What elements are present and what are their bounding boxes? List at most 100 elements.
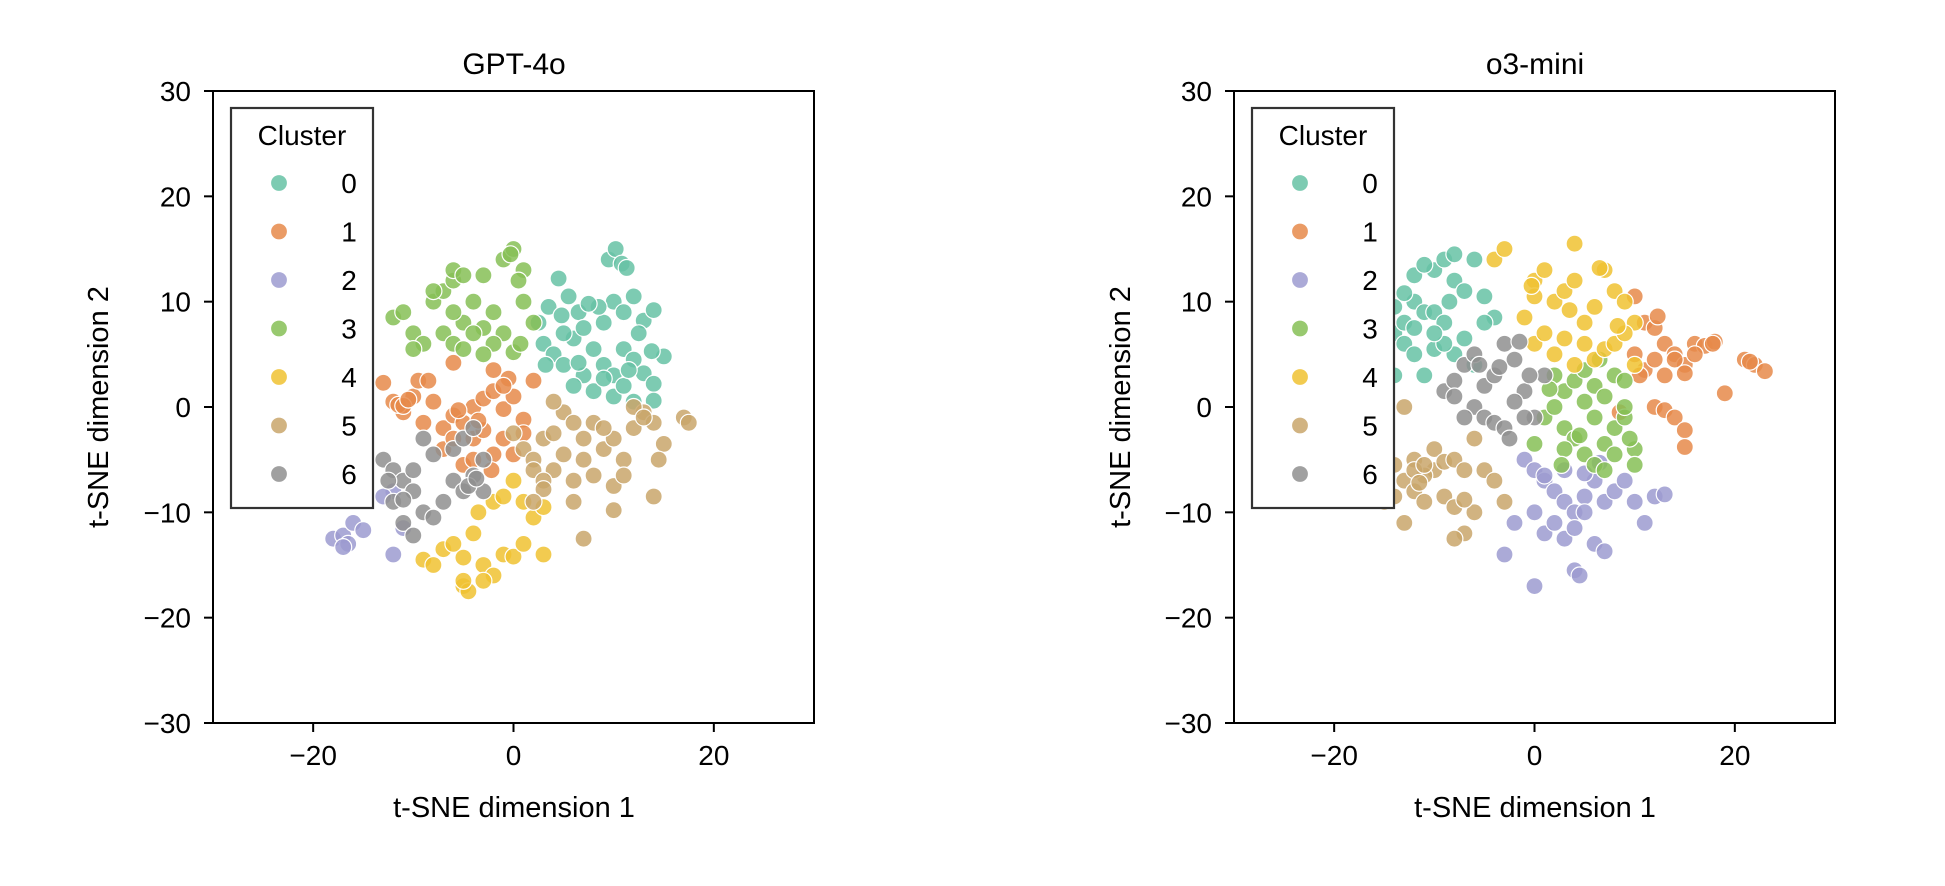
gpt-4o-cluster-0-point-36	[554, 324, 573, 343]
o3-mini-legend-title: Cluster	[1279, 120, 1368, 151]
gpt-4o-cluster-6-point-23	[467, 469, 486, 488]
gpt-4o-cluster-5-point-18	[544, 424, 563, 443]
o3-mini-cluster-0-point-22	[1405, 345, 1424, 364]
o3-mini-cluster-5-point-25	[1445, 529, 1464, 548]
o3-mini-cluster-5-point-23	[1415, 455, 1434, 474]
gpt-4o-cluster-0-point-10	[584, 340, 603, 359]
o3-mini-y-tick-label: −10	[1165, 497, 1213, 528]
o3-mini-legend-label-3: 3	[1362, 314, 1378, 345]
gpt-4o-cluster-3-point-28	[501, 245, 520, 264]
gpt-4o-cluster-5-point-11	[614, 450, 633, 469]
gpt-4o-cluster-4-point-10	[514, 534, 533, 554]
o3-mini-cluster-2-point-25	[1525, 576, 1544, 596]
o3-mini-cluster-4-point-8	[1585, 297, 1604, 316]
gpt-4o-cluster-3-point-30	[444, 303, 463, 322]
gpt-4o-legend-marker-4	[269, 367, 289, 387]
gpt-4o-y-tick-label: 30	[160, 76, 191, 107]
o3-mini-cluster-3-point-23	[1595, 461, 1614, 480]
o3-mini-cluster-4-point-14	[1535, 324, 1554, 343]
gpt-4o-cluster-0-point-7	[554, 355, 573, 374]
o3-mini-cluster-3-point-2	[1545, 397, 1564, 417]
gpt-4o-cluster-5-point-30	[634, 408, 653, 427]
o3-mini-cluster-2-point-23	[1570, 566, 1589, 585]
gpt-4o-cluster-1-point-25	[444, 353, 463, 372]
gpt-4o-cluster-0-point-31	[594, 369, 613, 388]
o3-mini-cluster-6-point-20	[1470, 355, 1489, 374]
gpt-4o-cluster-4-point-15	[474, 571, 493, 590]
o3-mini-cluster-5-point-4	[1415, 492, 1434, 511]
gpt-4o-cluster-0-point-13	[614, 303, 633, 322]
gpt-4o-cluster-3-point-9	[474, 266, 493, 285]
o3-mini-cluster-5-point-11	[1485, 471, 1504, 490]
gpt-4o-cluster-0-point-20	[617, 258, 636, 278]
gpt-4o-cluster-4-point-22	[454, 571, 473, 590]
o3-mini-cluster-1-point-20	[1715, 384, 1734, 403]
o3-mini-cluster-4-point-3	[1535, 261, 1554, 280]
o3-mini-legend-frame	[1250, 106, 1396, 510]
o3-mini-legend-marker-6	[1290, 464, 1310, 484]
o3-mini-cluster-5-point-12	[1495, 492, 1514, 511]
o3-mini-cluster-4-point-16	[1555, 329, 1574, 348]
o3-mini-cluster-5-point-28	[1410, 473, 1429, 492]
gpt-4o-cluster-1-point-37	[494, 376, 513, 395]
o3-mini-y-tick-label: 10	[1181, 287, 1212, 318]
o3-mini-legend-label-6: 6	[1362, 459, 1378, 490]
o3-mini-y-tick-label: −30	[1165, 708, 1213, 739]
o3-mini-x-tick-label: −20	[1310, 740, 1358, 771]
o3-mini-y-axis-label: t-SNE dimension 2	[1105, 286, 1137, 528]
o3-mini-cluster-0-point-19	[1455, 329, 1474, 348]
gpt-4o-legend-label-1: 1	[341, 217, 357, 248]
o3-mini-cluster-3-point-0	[1525, 434, 1544, 453]
gpt-4o-cluster-1-point-30	[399, 390, 418, 409]
gpt-4o-cluster-5-point-32	[574, 529, 593, 548]
gpt-4o-cluster-4-point-20	[534, 545, 553, 564]
o3-mini-cluster-0-point-11	[1465, 250, 1484, 269]
o3-mini-legend-label-4: 4	[1362, 362, 1378, 393]
gpt-4o-cluster-5-point-28	[679, 413, 698, 432]
gpt-4o-cluster-6-point-17	[424, 445, 443, 464]
gpt-4o-legend-label-5: 5	[341, 411, 357, 442]
o3-mini-legend-marker-1	[1290, 222, 1310, 241]
gpt-4o-cluster-5-point-15	[654, 434, 673, 453]
gpt-4o-cluster-6-point-12	[394, 513, 413, 533]
o3-mini-cluster-5-point-19	[1395, 513, 1414, 533]
o3-mini-cluster-4-point-28	[1522, 276, 1541, 295]
o3-mini-cluster-4-point-26	[1590, 258, 1609, 278]
o3-mini-cluster-3-point-6	[1585, 408, 1604, 427]
gpt-4o-cluster-6-point-21	[474, 450, 493, 469]
o3-mini-cluster-4-point-29	[1560, 301, 1579, 320]
gpt-4o-cluster-5-point-6	[564, 471, 583, 490]
o3-mini-cluster-6-point-15	[1505, 392, 1524, 411]
o3-mini-legend-marker-5	[1290, 416, 1310, 435]
gpt-4o-legend-marker-3	[269, 319, 289, 338]
gpt-4o-title: GPT-4o	[462, 48, 565, 81]
o3-mini-points	[1355, 234, 1775, 596]
gpt-4o-cluster-3-point-29	[424, 282, 443, 301]
gpt-4o-cluster-3-point-32	[511, 334, 530, 353]
o3-mini-cluster-4-point-24	[1515, 308, 1534, 327]
gpt-4o-legend-label-6: 6	[341, 459, 357, 490]
gpt-4o-cluster-5-point-26	[644, 487, 663, 506]
o3-mini-cluster-4-point-30	[1608, 316, 1627, 335]
o3-mini-cluster-0-point-28	[1440, 292, 1459, 311]
gpt-4o-cluster-5-point-35	[524, 492, 543, 511]
gpt-4o-cluster-0-point-35	[644, 391, 663, 410]
gpt-4o-cluster-2-point-4	[354, 521, 373, 540]
o3-mini-legend-label-1: 1	[1362, 217, 1378, 248]
gpt-4o-cluster-3-point-19	[454, 340, 473, 359]
gpt-4o-cluster-6-point-5	[424, 508, 443, 527]
o3-mini-cluster-1-point-17	[1665, 408, 1684, 427]
o3-mini-legend-marker-0	[1290, 173, 1310, 193]
o3-mini-legend-label-0: 0	[1362, 168, 1378, 199]
gpt-4o-cluster-1-point-12	[494, 400, 513, 419]
o3-mini-cluster-1-point-28	[1685, 345, 1704, 364]
gpt-4o-cluster-4-point-4	[454, 548, 473, 567]
o3-mini-cluster-2-point-27	[1505, 513, 1524, 533]
gpt-4o-cluster-6-point-14	[394, 490, 413, 509]
gpt-4o-cluster-0-point-44	[619, 361, 638, 380]
gpt-4o-cluster-5-point-20	[564, 413, 583, 432]
o3-mini-cluster-0-point-30	[1405, 318, 1424, 338]
o3-mini-legend: Cluster 0 1 2 3 4 5 6	[1250, 106, 1396, 510]
